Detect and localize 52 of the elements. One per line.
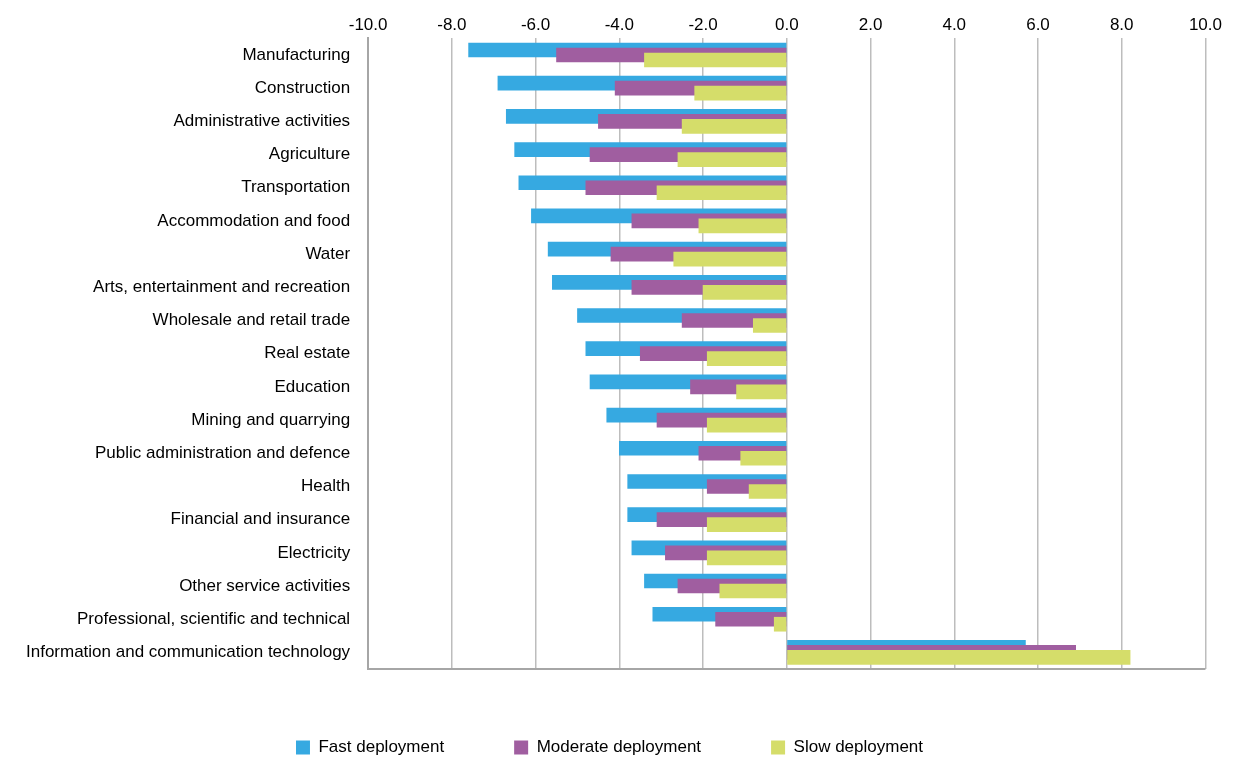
bar: [773, 616, 787, 632]
bar: [787, 650, 1131, 665]
y-tick-label: Information and communication technology: [25, 642, 351, 662]
y-tick-label: Financial and insurance: [170, 509, 351, 529]
bar: [702, 284, 787, 300]
bar: [706, 517, 787, 532]
legend-label: Slow deployment: [793, 737, 924, 757]
bar: [706, 351, 787, 367]
bar: [656, 185, 787, 201]
y-tick-label: Transportation: [241, 177, 351, 197]
bar: [706, 417, 787, 433]
bar: [677, 152, 787, 167]
x-tick-label: -8.0: [437, 14, 467, 34]
y-tick-label: Real estate: [264, 343, 351, 363]
bar: [706, 550, 787, 566]
y-tick-label: Water: [305, 243, 351, 263]
y-tick-label: Health: [300, 476, 351, 496]
x-tick-label: 2.0: [858, 14, 883, 34]
x-tick-label: 6.0: [1026, 14, 1050, 34]
y-tick-label: Arts, entertainment and recreation: [93, 277, 351, 297]
y-tick-label: Electricity: [277, 542, 351, 562]
y-tick-label: Mining and quarrying: [191, 409, 351, 429]
x-tick-label: 4.0: [942, 14, 967, 34]
x-tick-label: -10.0: [348, 14, 388, 34]
legend-label: Fast deployment: [318, 737, 445, 757]
y-tick-label: Agriculture: [268, 144, 351, 164]
bar: [748, 484, 787, 499]
y-tick-label: Education: [274, 376, 351, 396]
bar: [719, 583, 787, 599]
bar: [644, 52, 787, 68]
y-tick-label: Construction: [254, 77, 351, 97]
y-tick-label: Manufacturing: [242, 44, 351, 64]
bar: [698, 218, 787, 234]
x-tick-label: -2.0: [688, 14, 718, 34]
y-tick-label: Public administration and defence: [94, 442, 351, 462]
x-tick-label: -4.0: [604, 14, 634, 34]
y-tick-label: Wholesale and retail trade: [152, 310, 351, 330]
bar: [740, 450, 787, 466]
y-tick-label: Accommodation and food: [157, 210, 351, 230]
legend-label: Moderate deployment: [536, 737, 702, 757]
y-tick-label: Professional, scientific and technical: [77, 608, 351, 628]
bar: [673, 251, 787, 267]
x-tick-label: -6.0: [520, 14, 551, 34]
bar: [736, 384, 787, 400]
x-tick-label: 10.0: [1188, 14, 1222, 34]
bar: [752, 318, 787, 333]
y-tick-label: Other service activities: [179, 575, 351, 595]
bar: [694, 85, 787, 101]
bar: [681, 119, 787, 134]
y-tick-label: Administrative activities: [173, 111, 351, 131]
x-tick-label: 0.0: [774, 14, 799, 34]
x-tick-label: 8.0: [1109, 14, 1134, 34]
